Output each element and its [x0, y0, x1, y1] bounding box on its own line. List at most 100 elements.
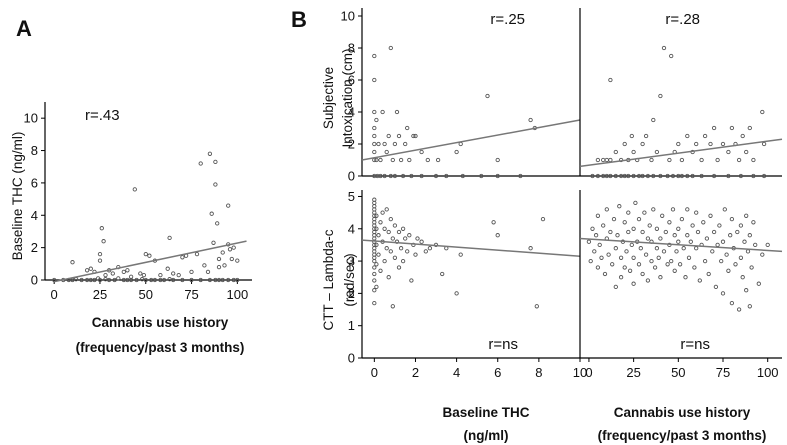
chart-b-bottom-right-point — [724, 252, 729, 257]
chart-b-top-left-point — [396, 133, 402, 139]
chart-b-bottom-right-point — [604, 207, 609, 212]
chart-b-bottom-left-point — [390, 236, 395, 241]
chart-b-bottom-left-point — [396, 229, 402, 235]
chart-b-top-right-point — [643, 133, 649, 139]
chart-b-bottom-right-point — [735, 229, 740, 235]
chart-b-bottom-right-point — [694, 210, 699, 215]
chart-a-xtick-label: 50 — [139, 287, 153, 302]
chart-b-bottom-left-point — [372, 271, 377, 277]
chart-b-top-left: 0 2 4 6 8 10 r=.25 — [341, 8, 581, 184]
chart-a-point — [171, 271, 176, 276]
chart-b-bottom-right-point — [613, 284, 618, 290]
chart-b-bottom-left-point — [419, 239, 424, 244]
chart-b-bottom-right-point — [642, 210, 647, 215]
chart-b-bottom-left-point — [409, 278, 414, 283]
chart-b-bottom-right-point — [658, 275, 663, 280]
chart-a-point — [79, 277, 84, 283]
chart-b-bottom-right-point — [597, 242, 602, 248]
chart-b-bottom-left-r-label: r=ns — [488, 336, 518, 353]
chart-a-point — [202, 263, 207, 268]
chart-b-bottom-right-point — [695, 229, 701, 235]
chart-b-bottom-left-xtick-label: 2 — [412, 365, 419, 380]
chart-b-bottom-right-point — [631, 255, 636, 260]
chart-b-bottom-right-point — [765, 242, 770, 248]
chart-a-point — [158, 272, 163, 278]
chart-b-top-left-point — [405, 125, 410, 131]
chart-b-bottom-right-point — [622, 265, 627, 270]
chart-a-point — [84, 268, 90, 273]
chart-b-top-right-point — [694, 141, 699, 147]
chart-b-bottom-right-point — [672, 233, 677, 238]
chart-b-top-right-point — [761, 173, 767, 179]
chart-b-top-right-point — [761, 141, 767, 147]
chart-b-bottom-right-point — [686, 255, 692, 260]
chart-b-top-right-point — [645, 173, 651, 179]
chart-b-bottom-right-point — [729, 300, 735, 306]
chart-b-bottom-right-point — [665, 262, 670, 267]
chart-b-bottom-right-point — [636, 262, 642, 267]
chart-b-top-left-ytick-label: 6 — [348, 73, 355, 88]
chart-a-point — [101, 239, 106, 244]
chart-b-top-right-point — [654, 149, 660, 155]
chart-b-bottom-left-point — [382, 258, 387, 264]
chart-b-bottom-right-point — [613, 246, 618, 251]
chart-b-top-left-ytick-label: 0 — [348, 169, 355, 184]
chart-b-bottom-right-point — [599, 255, 604, 260]
chart-b-bottom-right-point — [694, 246, 699, 251]
chart-a-point — [134, 277, 139, 283]
chart-b-bottom-right-point — [654, 226, 660, 231]
chart-a-point — [132, 187, 137, 192]
chart-b-top-right-point — [676, 141, 681, 147]
chart-a-point — [141, 272, 147, 278]
chart-b-bottom-left-point — [427, 246, 433, 251]
chart-a-point — [222, 263, 227, 268]
chart-b-bottom-right-point — [690, 223, 695, 228]
chart-b-bottom-right-xtick-label: 100 — [757, 365, 779, 380]
chart-b-bottom-right-point — [706, 271, 711, 277]
chart-a-point — [110, 271, 115, 276]
chart-b-bottom-left-point — [415, 236, 420, 241]
chart-b-top-left-point — [528, 117, 533, 123]
chart-b-bottom-left-point — [386, 229, 391, 235]
chart-b-bottom-right-point — [669, 258, 674, 264]
panel-label-b: B — [291, 7, 307, 32]
chart-a-point — [215, 221, 220, 226]
chart-b-bottom-right-point — [670, 207, 676, 212]
chart-b-bottom-right-point — [672, 268, 677, 273]
chart-b-top-ylabel-line2: Intoxication (cm) — [340, 48, 355, 147]
chart-b-bottom-right-point — [592, 249, 597, 254]
chart-b-top-left-point — [495, 173, 500, 179]
chart-b-top-left-point — [495, 157, 500, 163]
chart-a-point — [220, 277, 225, 283]
chart-b-top-left-point — [388, 45, 393, 51]
chart-b-bottom-right-point — [626, 210, 631, 215]
chart-b-top-right-point — [601, 157, 606, 163]
chart-b-bottom-right: 0 25 50 75 100 r=ns — [579, 190, 783, 380]
chart-b-bottom-left-point — [372, 278, 377, 283]
chart-a-xlabel-line1: Cannabis use history — [92, 315, 229, 330]
chart-a-point — [143, 277, 148, 283]
chart-b-bottom-right-point — [688, 239, 693, 244]
chart-b-bottom-right-point — [749, 265, 754, 270]
chart-b-bottom-left-xtick-label: 0 — [371, 365, 378, 380]
chart-a-point — [231, 245, 236, 250]
chart-b-top-left-point — [398, 157, 404, 163]
chart-b-top-right-point — [711, 173, 717, 179]
chart-a-point — [205, 269, 211, 275]
chart-b-bottom-right-point — [624, 249, 629, 254]
chart-a-point — [128, 274, 134, 279]
chart-b-bottom-right-point — [676, 239, 681, 244]
chart-a-point — [189, 277, 194, 283]
chart-a-xlabel-line2: (frequency/past 3 months) — [76, 340, 245, 355]
chart-a-xtick-label: 100 — [226, 287, 248, 302]
chart-a-point — [189, 269, 194, 275]
chart-b-bottom-right-point — [588, 258, 593, 264]
panel-label-a: A — [16, 16, 32, 41]
chart-a-point — [125, 268, 130, 273]
chart-b-bottom-right-point — [736, 307, 742, 312]
chart-a-point — [147, 253, 152, 258]
chart-b-top-left-point — [390, 157, 395, 163]
chart-b-bottom-right-fit-line — [579, 237, 783, 253]
chart-b-top-right-point — [622, 141, 627, 147]
